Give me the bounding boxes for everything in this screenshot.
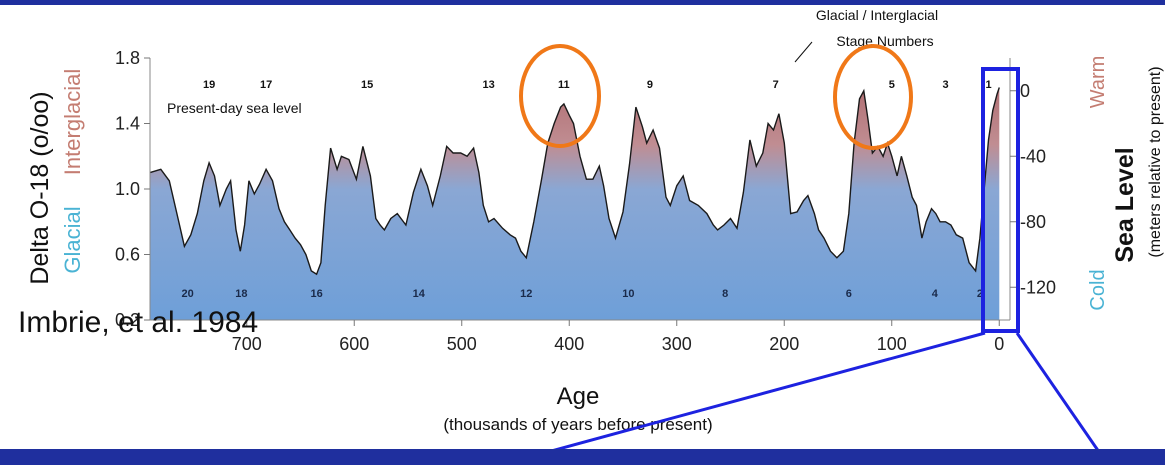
stage-number-odd: 15 — [361, 79, 373, 91]
present-day-label: Present-day sea level — [167, 100, 302, 116]
y-right-tick-label: 0 — [1020, 81, 1030, 101]
y-left-tick-label: 1.4 — [115, 114, 140, 134]
stage-number-even: 20 — [182, 288, 194, 300]
y-axis-left-top-label: Interglacial — [60, 69, 85, 175]
y-right-tick-label: -120 — [1020, 277, 1056, 297]
x-axis-label: Age — [557, 383, 600, 410]
y-axis-right-sublabel: (meters relative to present) — [1147, 66, 1164, 257]
y-right-tick-label: -40 — [1020, 146, 1046, 166]
stage-number-odd: 1 — [985, 79, 991, 91]
x-tick-label: 200 — [769, 334, 799, 354]
y-axis-left-bottom-label: Glacial — [60, 206, 85, 273]
top-border-bar — [0, 0, 1165, 5]
stage-number-even: 18 — [235, 288, 247, 300]
x-tick-label: 0 — [994, 334, 1004, 354]
x-axis-sublabel: (thousands of years before present) — [443, 415, 712, 434]
stage-number-odd: 11 — [558, 79, 570, 91]
series-line — [149, 87, 1000, 276]
y-left-tick-label: 1.8 — [115, 48, 140, 68]
x-tick-label: 700 — [232, 334, 262, 354]
y-left-tick-label: 0.2 — [115, 310, 140, 330]
stage-5-highlight — [833, 44, 913, 150]
zoom-line-right — [1015, 332, 1110, 465]
y-axis-left-label: Delta O-18 (o/oo) — [26, 91, 54, 284]
stage-number-even: 12 — [520, 288, 532, 300]
stage-number-even: 14 — [413, 288, 426, 300]
stage-annotation-pointer — [794, 41, 813, 63]
stage-number-odd: 7 — [773, 79, 779, 91]
stage-number-even: 2 — [977, 288, 983, 300]
y-axis-right-label: Sea Level — [1111, 147, 1139, 262]
chart-marks: 700 600 500 400 300 200 100 0 0.2 0.6 1.0 1.4 1.8 0 -4… — [115, 48, 1056, 354]
stage-annotation-line2: Stage Numbers — [836, 33, 933, 49]
stage-number-odd: 17 — [260, 79, 272, 91]
stage-number-odd: 9 — [647, 79, 653, 91]
y-left-tick-label: 1.0 — [115, 179, 140, 199]
stage-number-even: 6 — [846, 288, 852, 300]
y-left-tick-label: 0.6 — [115, 245, 140, 265]
x-tick-label: 500 — [447, 334, 477, 354]
stage-annotation-line1: Glacial / Interglacial — [816, 7, 938, 23]
stage-11-highlight — [519, 44, 601, 148]
citation-credit: Imbrie, et al. 1984 — [18, 306, 259, 339]
zoom-line-left — [499, 331, 986, 465]
x-tick-label: 400 — [554, 334, 584, 354]
x-tick-label: 100 — [877, 334, 907, 354]
y-axis-right-bottom-label: Cold — [1087, 269, 1109, 310]
bottom-border-bar — [0, 449, 1165, 465]
stage-number-even: 8 — [722, 288, 728, 300]
zoom-box — [981, 67, 1020, 333]
stage-number-even: 4 — [932, 288, 939, 300]
stage-number-odd: 5 — [889, 79, 895, 91]
stage-number-odd: 19 — [203, 79, 215, 91]
y-right-tick-label: -80 — [1020, 212, 1046, 232]
y-axis-right-top-label: Warm — [1087, 56, 1109, 109]
area-fill — [150, 87, 1000, 320]
x-tick-label: 300 — [662, 334, 692, 354]
stage-number-even: 16 — [311, 288, 323, 300]
stage-number-odd: 13 — [483, 79, 495, 91]
stage-number-odd: 3 — [942, 79, 948, 91]
x-tick-label: 600 — [339, 334, 369, 354]
stage-number-even: 10 — [622, 288, 634, 300]
